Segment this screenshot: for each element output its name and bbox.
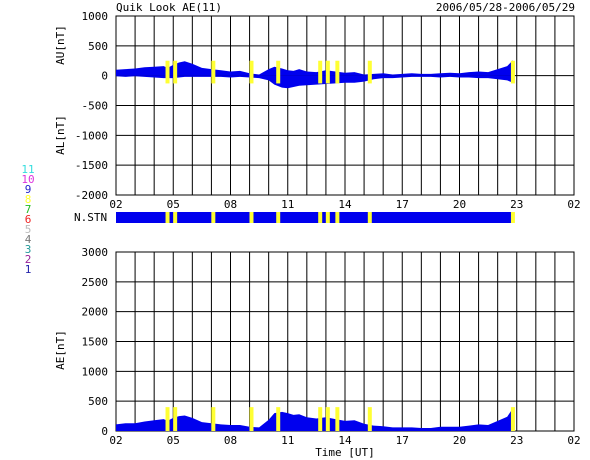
ae-x-tick-label: 14 — [338, 434, 352, 447]
ae-y-tick-label: 2000 — [82, 306, 109, 319]
station-drop-marker — [276, 212, 281, 223]
au-al-y-tick-label: -1000 — [75, 129, 108, 142]
ae-y-tick-label: 2500 — [82, 276, 109, 289]
au-al-station-flag — [325, 60, 330, 84]
ae-x-tick-label: 20 — [453, 434, 466, 447]
station-drop-marker — [318, 212, 323, 223]
au-al-x-tick-label: 20 — [453, 198, 466, 211]
ae-y-tick-label: 1000 — [82, 365, 109, 378]
au-al-x-tick-label: 08 — [224, 198, 237, 211]
station-drop-marker — [367, 212, 372, 223]
ae-station-flag — [211, 407, 216, 431]
au-al-x-tick-label: 02 — [109, 198, 122, 211]
au-al-station-flag — [367, 60, 372, 84]
au-al-y-tick-label: -500 — [82, 100, 109, 113]
ae-y-tick-label: 3000 — [82, 246, 109, 259]
au-al-x-tick-label: 17 — [396, 198, 409, 211]
ae-x-tick-label: 11 — [281, 434, 294, 447]
au-al-y-tick-label: -1500 — [75, 159, 108, 172]
au-al-station-flag — [510, 60, 515, 84]
ae-y-tick-label: 500 — [88, 395, 108, 408]
au-al-station-flag — [165, 60, 170, 84]
au-al-y-tick-label: 1000 — [82, 10, 109, 23]
au-al-x-tick-label: 02 — [567, 198, 580, 211]
ae-x-tick-label: 08 — [224, 434, 237, 447]
station-legend-item: 10 — [21, 173, 34, 186]
station-count-bar — [116, 212, 515, 223]
au-al-x-tick-label: 23 — [510, 198, 523, 211]
ae-station-flag — [173, 407, 178, 431]
au-al-x-tick-label: 14 — [338, 198, 352, 211]
station-legend-item: 1 — [25, 263, 32, 276]
au-al-y-tick-label: 0 — [101, 70, 108, 83]
au-al-station-flag — [211, 60, 216, 84]
station-drop-marker — [325, 212, 330, 223]
ae-y-tick-label: 0 — [101, 425, 108, 438]
ae-station-flag — [335, 407, 340, 431]
al-axis-label: AL[nT] — [54, 115, 67, 155]
au-al-station-flag — [249, 60, 254, 84]
station-count-label: N.STN — [74, 211, 107, 224]
ae-x-tick-label: 02 — [567, 434, 580, 447]
figure-title: Quik Look AE(11) — [116, 1, 222, 14]
station-legend-item: 2 — [25, 253, 32, 266]
ae-station-flag — [165, 407, 170, 431]
station-drop-marker — [165, 212, 170, 223]
date-range: 2006/05/28-2006/05/29 — [436, 1, 575, 14]
station-drop-marker — [510, 212, 515, 223]
ae-x-tick-label: 17 — [396, 434, 409, 447]
au-al-station-flag — [318, 60, 323, 84]
station-count-fill — [116, 212, 513, 223]
ae-station-flag — [367, 407, 372, 431]
au-al-al-series — [116, 75, 513, 89]
station-legend-item: 3 — [25, 243, 32, 256]
au-axis-label: AU[nT] — [54, 25, 67, 65]
au-al-station-flag — [335, 60, 340, 84]
au-al-station-flag — [173, 60, 178, 84]
ae-station-flag — [276, 407, 281, 431]
station-legend-item: 5 — [25, 223, 32, 236]
au-al-x-tick-label: 11 — [281, 198, 294, 211]
station-legend-item: 4 — [25, 233, 32, 246]
station-drop-marker — [173, 212, 178, 223]
station-drop-marker — [249, 212, 254, 223]
ae-x-tick-label: 05 — [167, 434, 180, 447]
au-al-station-flag — [276, 60, 281, 84]
ae-station-flag — [510, 407, 515, 431]
ae-axis-label: AE[nT] — [54, 330, 67, 370]
station-legend-item: 6 — [25, 213, 32, 226]
station-legend-item: 7 — [25, 203, 32, 216]
au-al-y-tick-label: -2000 — [75, 189, 108, 202]
au-al-y-tick-label: 500 — [88, 40, 108, 53]
station-drop-marker — [211, 212, 216, 223]
ae-station-flag — [325, 407, 330, 431]
ae-station-flag — [249, 407, 254, 431]
ae-x-tick-label: 02 — [109, 434, 122, 447]
station-legend-item: 11 — [21, 163, 34, 176]
station-legend-item: 8 — [25, 193, 32, 206]
station-legend-item: 9 — [25, 183, 32, 196]
station-drop-marker — [335, 212, 340, 223]
ae-x-tick-label: 23 — [510, 434, 523, 447]
au-al-x-tick-label: 05 — [167, 198, 180, 211]
ae-station-flag — [318, 407, 323, 431]
time-axis-label: Time [UT] — [315, 446, 375, 459]
ae-y-tick-label: 1500 — [82, 336, 109, 349]
